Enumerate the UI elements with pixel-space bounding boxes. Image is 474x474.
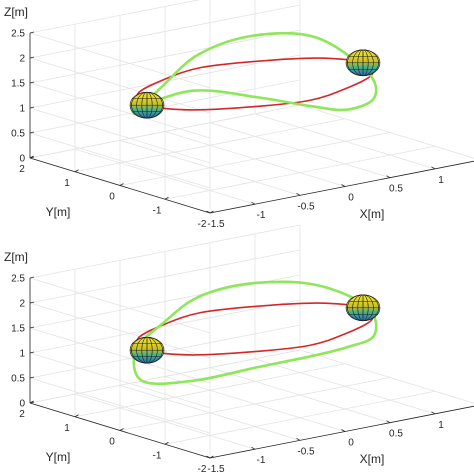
z-tick — [29, 131, 35, 134]
z-tick-label: 2.5 — [11, 29, 25, 40]
y-tick — [119, 183, 124, 186]
z-tick — [29, 301, 35, 304]
y-axis-label: Y[m] — [46, 205, 71, 219]
x-tick — [386, 175, 391, 179]
ellipsoid-left — [129, 336, 165, 364]
y-tick — [29, 400, 34, 404]
x-axis-line — [209, 405, 474, 459]
y-tick — [209, 210, 214, 214]
gridline-y — [164, 145, 436, 200]
x-tick-label: -0.5 — [297, 446, 315, 457]
z-tick-label: 0.5 — [11, 374, 25, 385]
z-tick — [29, 326, 35, 329]
y-tick — [74, 414, 79, 418]
y-tick — [164, 196, 169, 200]
z-tick-label: 2 — [19, 299, 25, 310]
z-tick-label: 1.5 — [11, 79, 25, 90]
y-tick-label: 2 — [19, 164, 25, 175]
x-tick-label: 1 — [438, 175, 444, 186]
y-tick-label: 1 — [64, 178, 70, 189]
y-axis-label: Y[m] — [46, 450, 71, 464]
z-tick — [29, 276, 35, 279]
y-tick-label: 0 — [109, 192, 115, 203]
x-tick-label: 0 — [348, 438, 354, 449]
x-tick-label: 0 — [348, 193, 354, 204]
x-tick — [431, 411, 436, 415]
y-tick — [29, 155, 34, 159]
z-tick-label: 0.5 — [11, 129, 25, 140]
x-tick-label: -1.5 — [207, 464, 225, 474]
x-tick-label: 1 — [438, 420, 444, 431]
y-tick-label: -2 — [198, 219, 207, 230]
gridline-x — [299, 349, 474, 404]
x-tick-label: -0.5 — [297, 201, 315, 212]
y-tick — [164, 441, 169, 445]
ellipsoid-left — [129, 91, 165, 119]
x-tick — [341, 184, 346, 187]
x-tick-label: -1 — [257, 455, 266, 466]
y-tick — [74, 169, 79, 173]
x-tick — [431, 166, 436, 170]
x-tick-label: 0.5 — [389, 184, 403, 195]
series-line-green — [132, 280, 378, 386]
z-tick-label: 2.5 — [11, 274, 25, 285]
x-tick — [341, 429, 346, 432]
x-tick — [386, 420, 391, 424]
y-tick-label: 0 — [109, 437, 115, 448]
x-axis-label: X[m] — [360, 452, 385, 466]
y-tick-label: 2 — [19, 409, 25, 420]
x-tick — [296, 192, 301, 196]
z-axis-label: Z[m] — [4, 250, 28, 264]
x-tick — [296, 437, 301, 441]
x-tick-label: 0.5 — [389, 429, 403, 440]
gridline-y — [119, 377, 391, 431]
z-tick-label: 0 — [19, 399, 25, 410]
z-tick — [29, 81, 35, 84]
z-tick-label: 1.5 — [11, 324, 25, 335]
gridline-x — [299, 104, 474, 159]
x-axis-label: X[m] — [360, 207, 385, 221]
y-tick — [209, 455, 214, 459]
z-tick — [29, 106, 35, 109]
x-axis-line — [209, 160, 474, 214]
gridline-y — [164, 390, 436, 445]
x-tick-label: -1 — [257, 210, 266, 221]
z-tick — [29, 31, 35, 34]
z-tick-label: 1 — [19, 104, 25, 115]
z-tick-label: 1 — [19, 349, 25, 360]
y-tick-label: -1 — [153, 450, 162, 461]
x-tick-label: -1.5 — [207, 219, 225, 230]
ellipsoid-right — [345, 294, 381, 322]
gridline-y — [119, 132, 391, 186]
gridline-y — [74, 118, 346, 173]
x-tick — [251, 446, 256, 450]
z-axis-label: Z[m] — [4, 5, 28, 19]
z-tick — [29, 56, 35, 59]
z-tick — [29, 351, 35, 354]
y-tick-label: -2 — [198, 464, 207, 474]
plot-3d-bottom: 00.511.522.5-2-1012-1.5-1-0.500.511.5Z[m… — [4, 224, 474, 474]
y-tick-label: -1 — [153, 205, 162, 216]
x-tick — [251, 201, 256, 205]
x-tick — [206, 455, 211, 459]
z-tick-label: 0 — [19, 154, 25, 165]
z-tick-label: 2 — [19, 54, 25, 65]
y-tick — [119, 428, 124, 431]
gridline-y — [74, 363, 346, 418]
y-tick-label: 1 — [64, 423, 70, 434]
x-tick — [206, 210, 211, 214]
ellipsoid-right — [345, 49, 381, 77]
z-tick — [29, 376, 35, 379]
plot-3d-top: 00.511.522.5-2-1012-1.5-1-0.500.511.5Z[m… — [4, 0, 474, 230]
